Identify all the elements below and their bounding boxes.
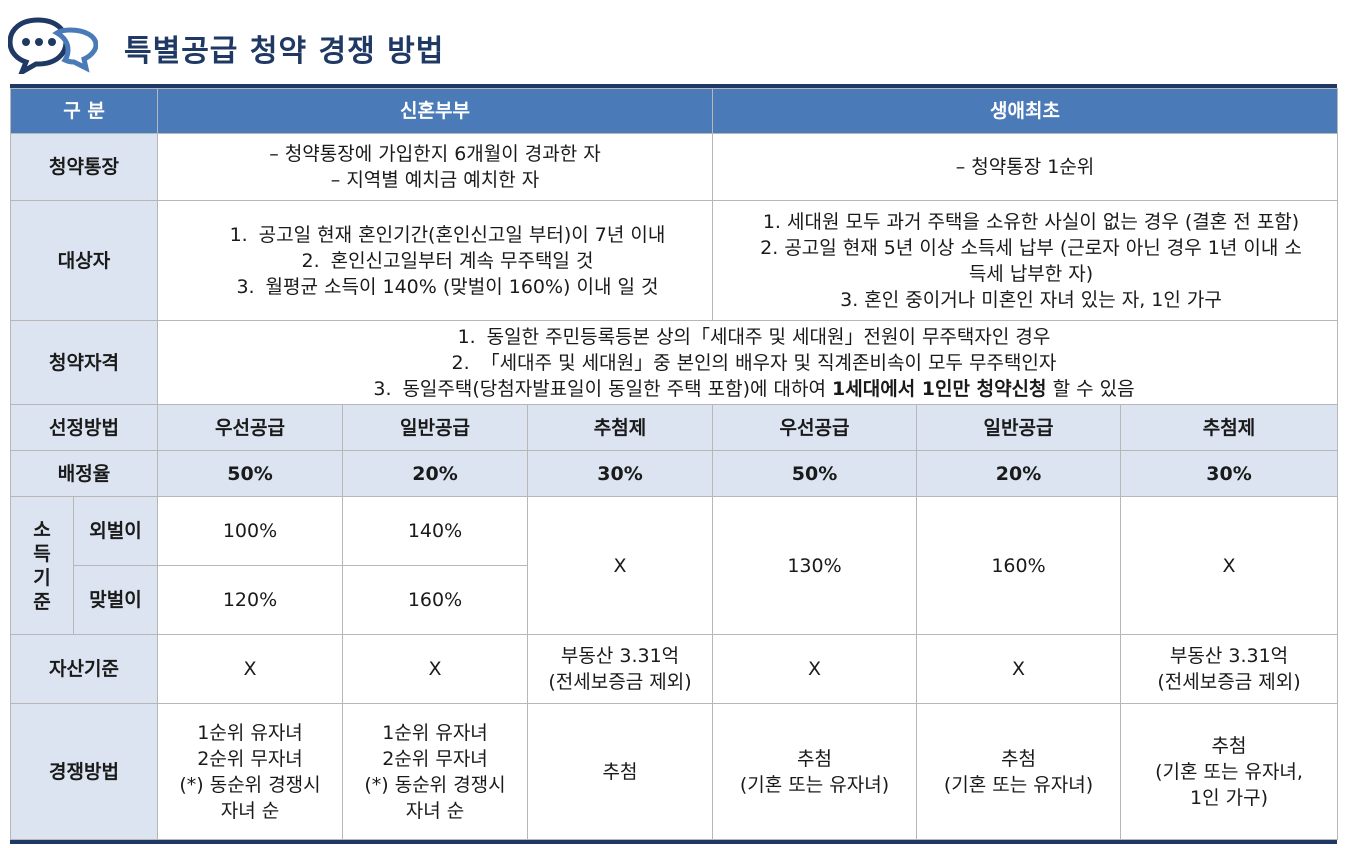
income-cell: 140% — [342, 496, 529, 566]
header-row: 구 분 신혼부부 생애최초 — [9, 88, 1339, 134]
competition-nl-lottery: 추첨 — [527, 703, 714, 840]
competition-nl-general: 1순위 유자녀 2순위 무자녀 (*) 동순위 경쟁시 자녀 순 — [342, 703, 529, 840]
speech-bubbles-icon — [8, 17, 98, 74]
target-first-time-line: 2. 공고일 현재 5년 이상 소득세 납부 (근로자 아닌 경우 1년 이내 … — [760, 236, 1302, 259]
top-rule — [10, 84, 1337, 88]
comparison-table: 구 분 신혼부부 생애최초 청약통장 – 청약통장에 가입한지 6개월이 경과한… — [9, 88, 1339, 840]
asset-cell: X — [342, 634, 529, 704]
account-newlywed: – 청약통장에 가입한지 6개월이 경과한 자 – 지역별 예치금 예치한 자 — [157, 133, 714, 201]
account-newlywed-line: – 지역별 예치금 예치한 자 — [330, 169, 540, 191]
income-cell: 100% — [157, 496, 344, 566]
method-cell: 일반공급 — [342, 404, 529, 451]
target-item: 2. 혼인신고일부터 계속 무주택일 것 — [301, 249, 594, 272]
account-label: 청약통장 — [9, 133, 159, 201]
ratio-cell: 50% — [712, 450, 918, 497]
header-category: 구 분 — [9, 88, 159, 134]
target-label: 대상자 — [9, 200, 159, 321]
method-cell: 일반공급 — [916, 404, 1122, 451]
competition-label: 경쟁방법 — [9, 703, 159, 840]
page-header: 특별공급 청약 경쟁 방법 — [8, 10, 1338, 76]
asset-row: 자산기준 X X 부동산 3.31억 (전세보증금 제외) X X 부동산 3.… — [9, 634, 1339, 704]
competition-ft-general: 추첨 (기혼 또는 유자녀) — [916, 703, 1122, 840]
competition-ft-priority: 추첨 (기혼 또는 유자녀) — [712, 703, 918, 840]
competition-row: 경쟁방법 1순위 유자녀 2순위 무자녀 (*) 동순위 경쟁시 자녀 순 1순… — [9, 703, 1339, 840]
ratio-cell: 20% — [916, 450, 1122, 497]
asset-cell: X — [916, 634, 1122, 704]
page-title: 특별공급 청약 경쟁 방법 — [124, 34, 445, 69]
asset-cell: 부동산 3.31억 (전세보증금 제외) — [527, 634, 714, 704]
method-cell: 우선공급 — [157, 404, 344, 451]
qualification-row: 청약자격 1. 동일한 주민등록등본 상의「세대주 및 세대원」전원이 무주택자인… — [9, 320, 1339, 405]
target-item: 3. 월평균 소득이 140% (맞벌이 160%) 이내 일 것 — [236, 275, 659, 298]
header-first-time: 생애최초 — [712, 88, 1339, 134]
method-cell: 우선공급 — [712, 404, 918, 451]
income-nl-lottery: X — [527, 496, 714, 635]
income-single-row: 소 득 기 준 외벌이 100% 140% X 130% 160% X — [10, 496, 1339, 635]
ratio-cell: 20% — [342, 450, 529, 497]
target-first-time-line: 3. 혼인 중이거나 미혼인 자녀 있는 자, 1인 가구 — [840, 288, 1222, 311]
method-cell: 추첨제 — [527, 404, 714, 451]
income-ft-lottery: X — [1120, 496, 1339, 635]
qualification-body: 1. 동일한 주민등록등본 상의「세대주 및 세대원」전원이 무주택자인 경우 2… — [157, 320, 1339, 405]
income-single-label: 외벌이 — [72, 496, 159, 566]
qualification-emphasis: 1세대에서 1인만 청약신청 — [832, 377, 1047, 400]
income-ft-general: 160% — [916, 496, 1122, 635]
target-first-time-line: 1. 세대원 모두 과거 주택을 소유한 사실이 없는 경우 (결혼 전 포함) — [762, 210, 1300, 233]
asset-cell: X — [712, 634, 918, 704]
qualification-label: 청약자격 — [9, 320, 159, 405]
competition-ft-lottery: 추첨 (기혼 또는 유자녀, 1인 가구) — [1120, 703, 1339, 840]
method-label: 선정방법 — [9, 404, 159, 451]
ratio-cell: 50% — [157, 450, 344, 497]
income-label-vertical: 소 득 기 준 — [33, 518, 51, 613]
ratio-row: 배정율 50% 20% 30% 50% 20% 30% — [9, 450, 1339, 497]
ratio-cell: 30% — [1120, 450, 1339, 497]
target-first-time: 1. 세대원 모두 과거 주택을 소유한 사실이 없는 경우 (결혼 전 포함)… — [712, 200, 1339, 321]
ratio-cell: 30% — [527, 450, 714, 497]
header-newlywed: 신혼부부 — [157, 88, 714, 134]
qualification-item: 3. 동일주택(당첨자발표일이 동일한 주택 포함)에 대하여 1세대에서 1인만… — [373, 377, 1135, 400]
account-first-time: – 청약통장 1순위 — [712, 133, 1339, 201]
income-dual-label: 맞벌이 — [72, 565, 159, 635]
income-label: 소 득 기 준 — [10, 496, 74, 635]
income-ft-priority: 130% — [712, 496, 918, 635]
asset-label: 자산기준 — [9, 634, 159, 704]
qualification-item: 2. 「세대주 및 세대원」중 본인의 배우자 및 직계존비속이 모두 무주택인자 — [451, 351, 1057, 374]
income-cell: 160% — [342, 565, 529, 635]
competition-nl-priority: 1순위 유자녀 2순위 무자녀 (*) 동순위 경쟁시 자녀 순 — [157, 703, 344, 840]
target-newlywed: 1. 공고일 현재 혼인기간(혼인신고일 부터)이 7년 이내 2. 혼인신고일부터… — [157, 200, 714, 321]
method-row: 선정방법 우선공급 일반공급 추첨제 우선공급 일반공급 추첨제 — [9, 404, 1339, 451]
income-dual-row: 맞벌이 120% 160% — [11, 565, 1338, 635]
bottom-rule — [10, 840, 1337, 844]
qualification-item: 1. 동일한 주민등록등본 상의「세대주 및 세대원」전원이 무주택자인 경우 — [457, 325, 1051, 348]
target-row: 대상자 1. 공고일 현재 혼인기간(혼인신고일 부터)이 7년 이내 2. 혼인신… — [9, 200, 1339, 321]
asset-cell: 부동산 3.31억 (전세보증금 제외) — [1120, 634, 1339, 704]
asset-cell: X — [157, 634, 344, 704]
account-row: 청약통장 – 청약통장에 가입한지 6개월이 경과한 자 – 지역별 예치금 예… — [9, 133, 1339, 201]
account-newlywed-line: – 청약통장에 가입한지 6개월이 경과한 자 — [269, 143, 601, 165]
income-cell: 120% — [157, 565, 344, 635]
target-first-time-line: 득세 납부한 자) — [968, 262, 1094, 285]
ratio-label: 배정율 — [9, 450, 159, 497]
target-item: 1. 공고일 현재 혼인기간(혼인신고일 부터)이 7년 이내 — [229, 223, 666, 246]
method-cell: 추첨제 — [1120, 404, 1339, 451]
